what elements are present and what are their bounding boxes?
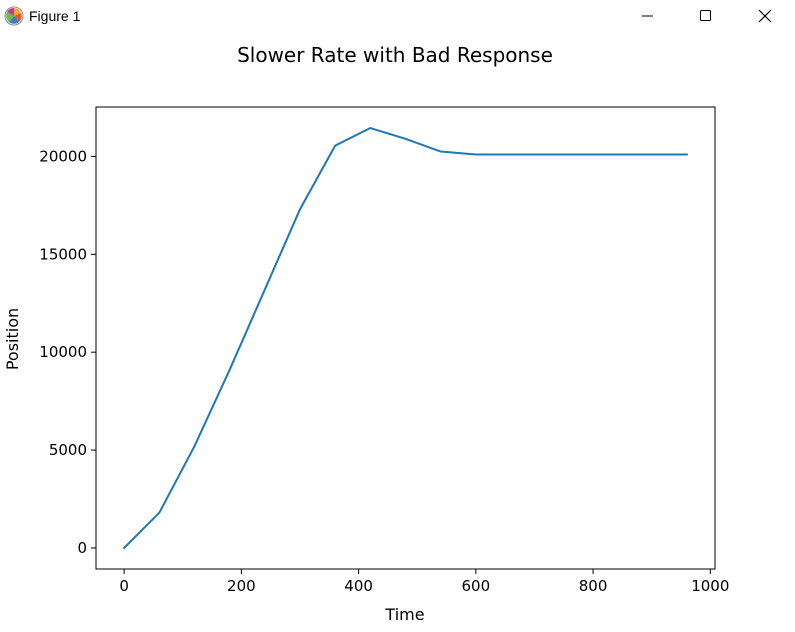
y-axis-label: Position — [3, 308, 22, 370]
x-tick-label: 800 — [579, 577, 608, 595]
window-titlebar: Figure 1 — [0, 0, 795, 32]
y-tick-label: 20000 — [39, 147, 87, 165]
x-tick-label: 600 — [462, 577, 491, 595]
axes-frame — [96, 107, 715, 569]
x-tick-label: 0 — [119, 577, 129, 595]
y-tick-label: 0 — [77, 539, 87, 557]
y-tick-label: 5000 — [49, 441, 87, 459]
maximize-button[interactable] — [677, 0, 735, 32]
y-tick-label: 10000 — [39, 343, 87, 361]
window-title: Figure 1 — [29, 8, 80, 24]
maximize-icon — [700, 10, 712, 22]
x-axis-label: Time — [384, 605, 424, 624]
minimize-icon — [642, 10, 654, 22]
x-ticks: 0 200 400 600 800 1000 — [119, 569, 729, 595]
x-tick-label: 200 — [227, 577, 256, 595]
y-ticks: 0 5000 10000 15000 20000 — [39, 147, 96, 557]
x-tick-label: 1000 — [691, 577, 729, 595]
matplotlib-logo-icon — [4, 6, 24, 26]
x-tick-label: 400 — [344, 577, 373, 595]
line-layer — [124, 128, 687, 548]
minimize-button[interactable] — [619, 0, 677, 32]
chart-title: Slower Rate with Bad Response — [237, 43, 553, 67]
close-icon — [758, 9, 772, 23]
figure-canvas: Slower Rate with Bad Response 0 200 400 600… — [0, 32, 795, 632]
y-tick-label: 15000 — [39, 245, 87, 263]
close-button[interactable] — [736, 0, 794, 32]
series-line-position — [124, 128, 687, 548]
